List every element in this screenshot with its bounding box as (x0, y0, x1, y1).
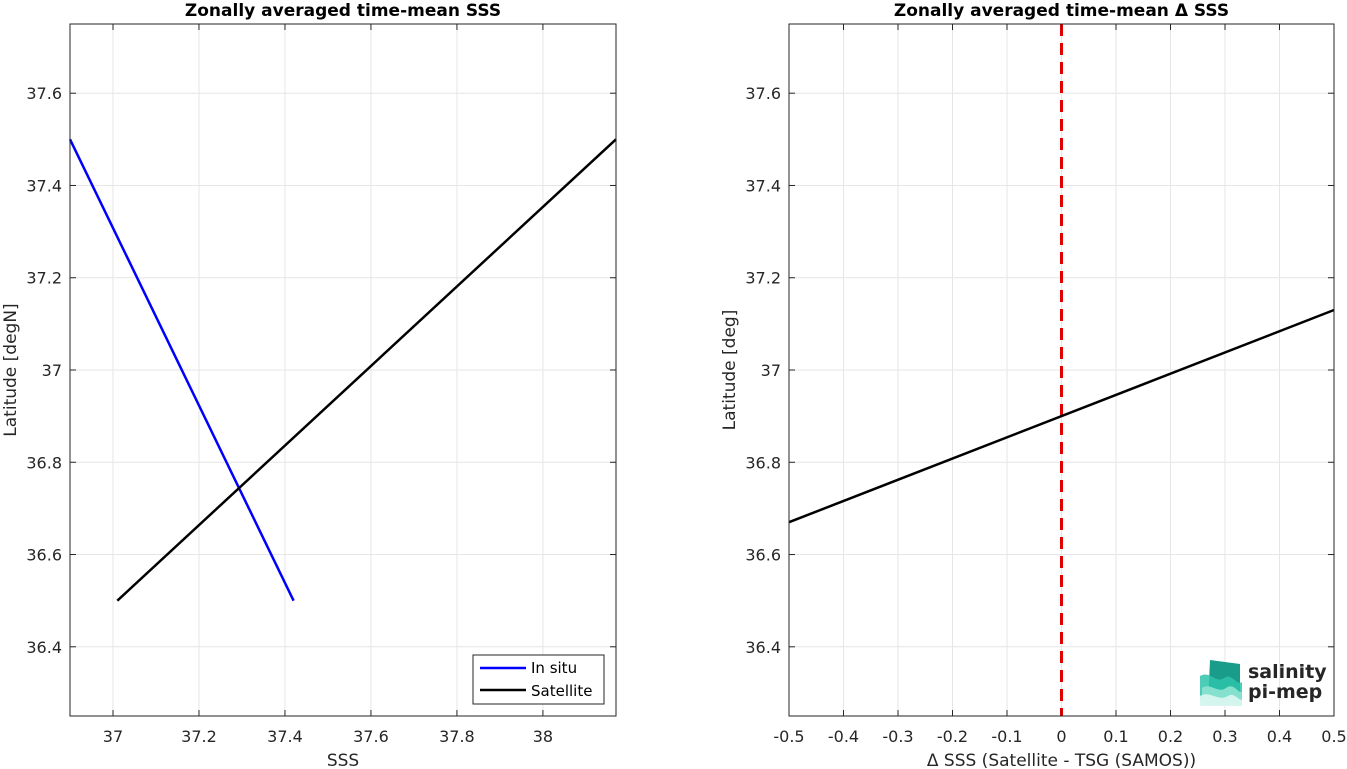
x-tick-label: 38 (533, 727, 553, 746)
y-tick-label: 37.6 (26, 84, 62, 103)
x-tick-label: 37.2 (181, 727, 217, 746)
x-tick-label: 0.5 (1321, 727, 1346, 746)
legend-box (472, 654, 605, 705)
y-tick-label: 36.4 (26, 638, 62, 657)
x-tick-label: -0.3 (882, 727, 913, 746)
chart-title: Zonally averaged time-mean Δ SSS (894, 1, 1229, 21)
chart-title: Zonally averaged time-mean SSS (185, 1, 501, 21)
delta-sss-chart-panel: -0.5 -0.4 -0.3 -0.2 -0.1 0 0.1 0.2 0.3 0.4 0.5 36.4… (720, 1, 1347, 769)
y-tick-label: 36.8 (745, 453, 781, 472)
y-tick-label: 36.8 (26, 453, 62, 472)
y-tick-label: 37 (42, 361, 62, 380)
y-tick-label: 37.4 (745, 176, 781, 195)
x-tick-label: 0.2 (1158, 727, 1183, 746)
series-line (788, 308, 1335, 524)
y-tick-label: 37 (761, 361, 781, 380)
y-tick-label: 36.6 (26, 546, 62, 565)
x-axis-label: SSS (327, 751, 359, 769)
salinity-pi-mep-logo: salinity pi-mep (1200, 660, 1327, 706)
sss-chart-panel: 37 37.2 37.4 37.6 37.8 38 36.4 36.6 36.8 37 37.2 37… (1, 1, 617, 769)
y-tick-label: 37.6 (745, 84, 781, 103)
x-tick-label: 0.3 (1212, 727, 1237, 746)
x-tick-label: 0.4 (1267, 727, 1292, 746)
x-tick-label: 37.4 (267, 727, 303, 746)
x-tick-label: 0.1 (1103, 727, 1128, 746)
y-axis-label: Latitude [degN] (1, 303, 21, 436)
x-tick-label: 37.6 (353, 727, 389, 746)
x-tick-label: -0.2 (937, 727, 968, 746)
y-tick-label: 36.4 (745, 638, 781, 657)
y-tick-label: 37.2 (745, 269, 781, 288)
series-line-satellite (116, 138, 617, 602)
y-tick-label: 37.4 (26, 176, 62, 195)
logo-text-pi-mep: pi-mep (1248, 681, 1322, 703)
logo-text-salinity: salinity (1248, 661, 1327, 683)
series-line-in-situ (68, 138, 295, 602)
x-tick-label: -0.5 (773, 727, 804, 746)
x-tick-label: -0.4 (828, 727, 859, 746)
legend-label-satellite: Satellite (531, 682, 592, 700)
y-axis-label: Latitude [deg] (720, 310, 740, 431)
y-tick-label: 36.6 (745, 546, 781, 565)
y-tick-label: 37.2 (26, 269, 62, 288)
wave-logo-icon (1200, 660, 1242, 706)
legend: In situ Satellite (472, 654, 605, 705)
x-axis-label: Δ SSS (Satellite - TSG (SAMOS)) (927, 751, 1196, 769)
x-tick-label: 37.8 (439, 727, 475, 746)
x-tick-label: 0 (1056, 727, 1066, 746)
x-tick-label: -0.1 (991, 727, 1022, 746)
x-tick-label: 37 (103, 727, 123, 746)
legend-label-in-situ: In situ (531, 659, 577, 677)
